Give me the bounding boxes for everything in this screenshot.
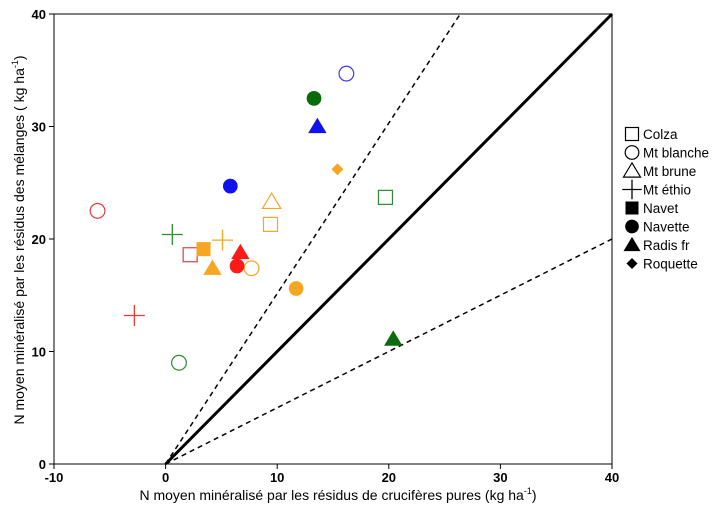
data-point [306,91,322,106]
legend-item: Mt éthio [622,179,691,200]
legend-symbol [625,201,639,215]
data-point [89,202,106,219]
x-tick-label: -10 [45,470,64,485]
x-tick-label: 20 [382,470,396,485]
one-to-one-line [164,12,614,466]
legend-label: Mt blanche [643,146,709,161]
y-tick-label: 0 [39,457,46,472]
data-point [308,117,327,134]
data-point [377,189,394,205]
data-point [123,305,145,326]
x-tick-label: 0 [162,470,169,485]
data-point [212,229,234,251]
legend-symbol [622,179,642,200]
legend-label: Navet [643,201,679,216]
data-point [203,259,222,275]
data-point [161,224,183,245]
data-point [262,216,279,232]
data-point [196,242,211,257]
plot-area [53,13,613,465]
reference-lines [164,12,614,466]
x-axis-label: N moyen minéralisé par les résidus de cr… [139,486,536,503]
data-point [384,330,403,346]
y-tick-label: 20 [32,232,46,247]
legend-symbol [624,145,640,160]
x-tick-label: 40 [605,470,619,485]
data-point [171,354,187,371]
data-point [331,163,344,176]
legend-label: Roquette [643,257,698,272]
dashed-reference-line-2 [165,238,613,465]
y-axis-ticks: 0 10 20 30 40 [32,7,54,472]
y-tick-label: 30 [32,120,46,135]
legend-item: Navette [625,219,690,235]
legend-symbol [622,161,642,178]
data-point [182,247,198,263]
y-tick-label: 10 [32,345,46,360]
data-point [229,258,245,274]
y-axis-label: N moyen minéralisé par les résidus des m… [10,55,27,424]
legend-symbol [626,257,638,270]
y-tick-label: 40 [32,7,46,22]
legend-label: Radis fr [643,238,690,253]
legend: Colza Mt blanche Mt brune Mt éthio Navet Nave… [622,126,709,272]
legend-item: Colza [624,126,678,142]
legend-item: Mt brune [622,161,696,179]
x-tick-label: 10 [270,470,284,485]
data-point [338,65,355,82]
legend-label: Mt brune [643,164,696,179]
x-axis-ticks: -10 0 10 20 30 40 [45,464,619,485]
data-point [222,178,238,194]
x-tick-label: 30 [493,470,507,485]
legend-label: Colza [643,127,678,142]
data-point [261,191,282,210]
legend-label: Navette [643,220,690,235]
data-point [288,281,304,296]
legend-symbol [625,219,639,234]
data-point [243,260,260,277]
data-point [231,243,250,260]
legend-label: Mt éthio [643,183,691,198]
plot-border [53,13,613,465]
legend-item: Navet [625,201,679,216]
dashed-reference-line-1 [164,13,461,465]
legend-symbol [623,236,641,252]
data-points [89,65,403,371]
legend-item: Mt blanche [624,145,709,161]
legend-item: Radis fr [623,236,690,253]
legend-symbol [624,126,640,142]
legend-item: Roquette [626,257,698,272]
